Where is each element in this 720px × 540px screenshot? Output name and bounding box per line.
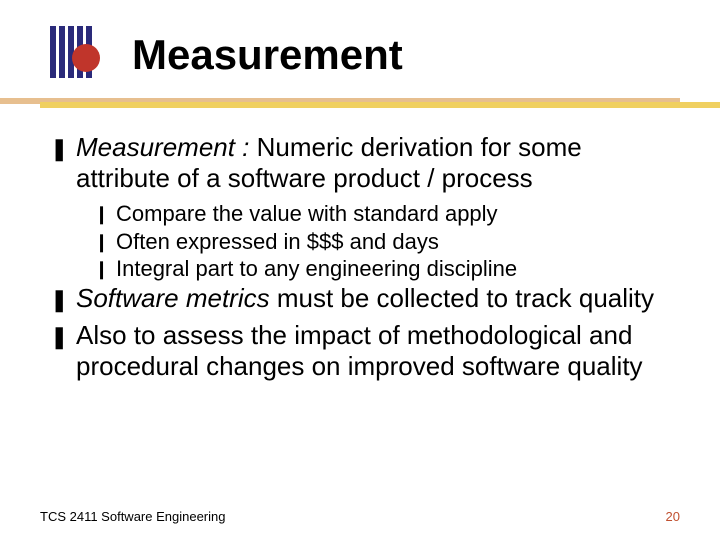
- slide-header: Measurement: [40, 20, 680, 90]
- bullet-text: Compare the value with standard apply: [116, 200, 680, 228]
- bullet-marker-icon: ❚: [50, 324, 68, 350]
- bullet-level-1: ❚ Also to assess the impact of methodolog…: [50, 320, 680, 382]
- bullet-text: Integral part to any engineering discipl…: [116, 255, 680, 283]
- bullet-text: Also to assess the impact of methodologi…: [76, 320, 680, 382]
- bullet-marker-icon: ❚: [50, 287, 68, 313]
- logo: [40, 20, 120, 90]
- bullet-text: Often expressed in $$$ and days: [116, 228, 680, 256]
- slide-content: ❚ Measurement : Numeric derivation for so…: [40, 132, 680, 382]
- slide: Measurement ❚ Measurement : Numeric deriv…: [0, 0, 720, 540]
- bullet-level-2: ❙ Often expressed in $$$ and days: [94, 228, 680, 256]
- bullet-level-2: ❙ Compare the value with standard apply: [94, 200, 680, 228]
- slide-title: Measurement: [132, 31, 403, 79]
- bullet-marker-icon: ❙: [94, 258, 110, 281]
- bullet-level-1: ❚ Software metrics must be collected to t…: [50, 283, 680, 314]
- bullet-level-2: ❙ Integral part to any engineering discip…: [94, 255, 680, 283]
- bullet-level-1: ❚ Measurement : Numeric derivation for so…: [50, 132, 680, 194]
- footer-page-number: 20: [666, 509, 680, 524]
- bullet-text: Measurement : Numeric derivation for som…: [76, 132, 680, 194]
- bullet-marker-icon: ❚: [50, 136, 68, 162]
- footer-course: TCS 2411 Software Engineering: [40, 509, 225, 524]
- bullet-marker-icon: ❙: [94, 203, 110, 226]
- slide-footer: TCS 2411 Software Engineering 20: [40, 509, 680, 524]
- logo-circle: [72, 44, 100, 72]
- bullet-marker-icon: ❙: [94, 231, 110, 254]
- divider: [0, 98, 720, 112]
- bullet-text: Software metrics must be collected to tr…: [76, 283, 680, 314]
